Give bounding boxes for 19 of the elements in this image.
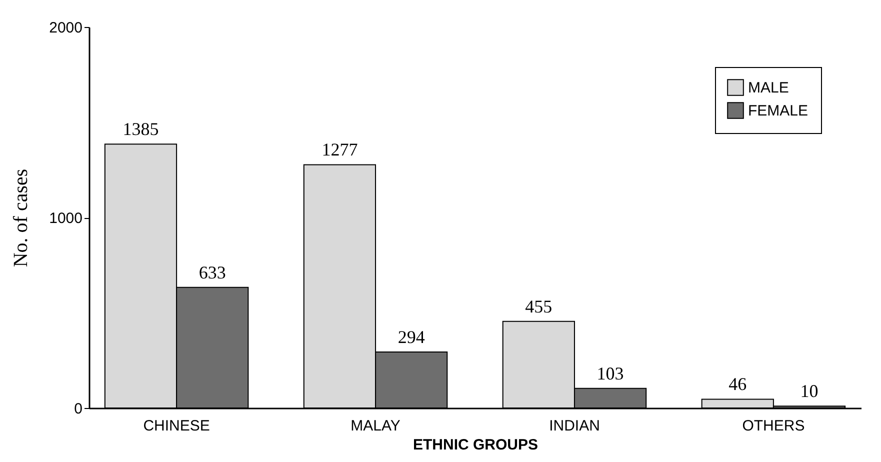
data-label: 455 [525,296,552,316]
y-tick-label: 1000 [49,210,82,227]
y-tick-label: 0 [74,400,82,418]
x-tick-label: OTHERS [742,418,805,434]
legend-label: MALE [748,80,789,96]
data-label: 46 [728,374,747,394]
data-label: 10 [800,381,818,402]
x-tick-label: MALAY [350,418,400,434]
data-label: 633 [198,262,226,282]
data-label: 294 [398,326,425,347]
data-label: 1277 [322,140,358,160]
y-tick-label: 2000 [49,20,82,36]
data-label: 1385 [122,119,159,140]
x-axis-title: ETHNIC GROUPS [412,436,538,454]
x-tick-label: INDIAN [549,418,600,434]
x-tick-label: CHINESE [143,418,210,434]
data-label: 103 [596,363,624,384]
y-axis-title: No. of cases [10,168,32,268]
legend-label: FEMALE [748,102,808,120]
